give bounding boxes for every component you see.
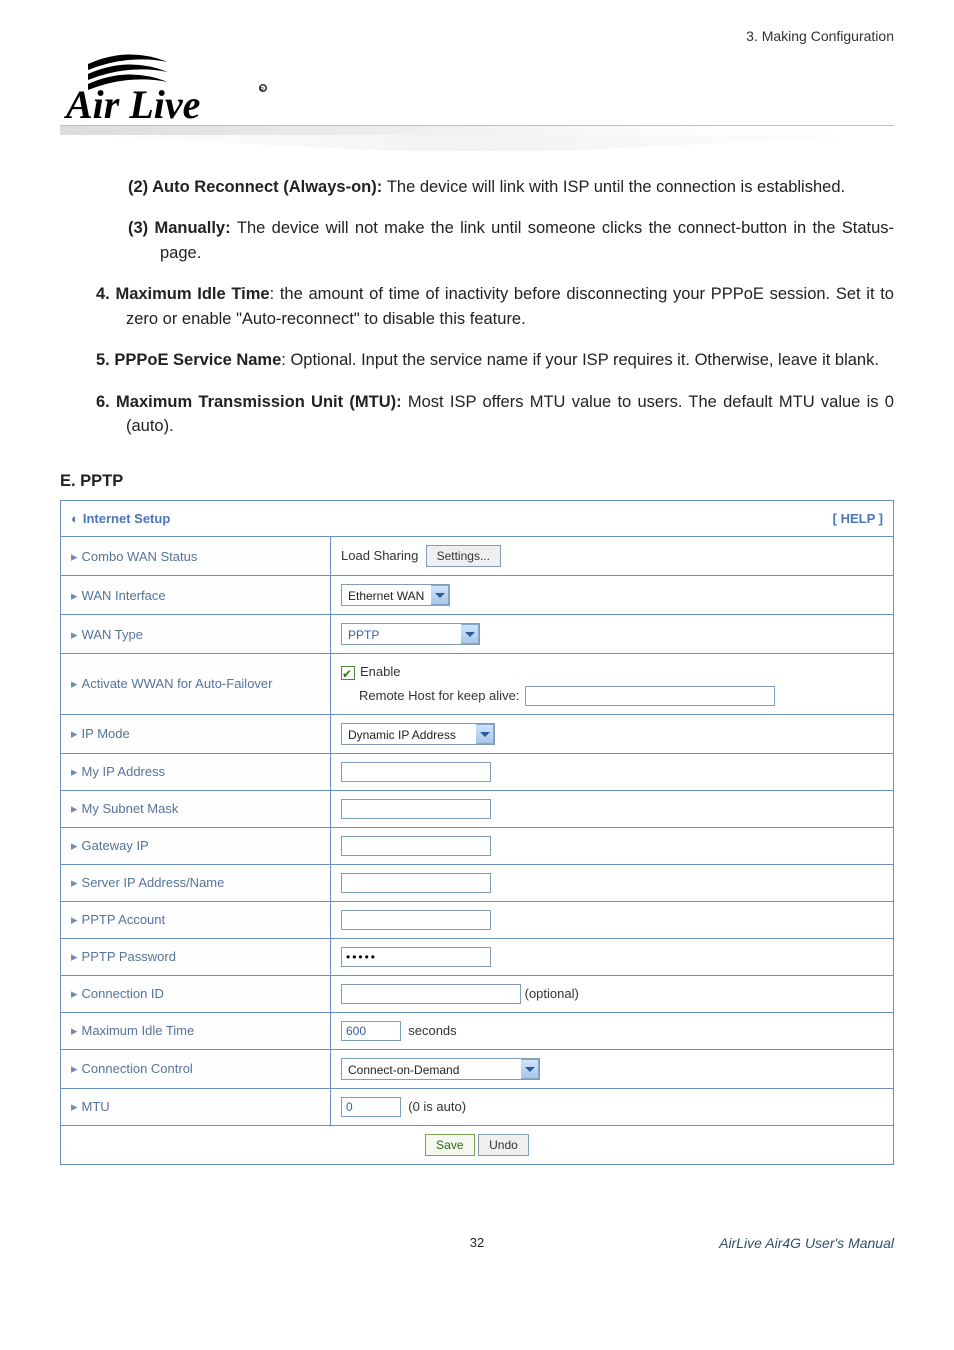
paragraph-manually: (3) Manually: The device will not make t… (128, 216, 894, 266)
paragraph-mtu: 6. Maximum Transmission Unit (MTU): Most… (96, 390, 894, 440)
undo-button[interactable]: Undo (478, 1134, 529, 1156)
settings-button[interactable]: Settings... (426, 545, 501, 567)
internet-setup-table: ◐Internet Setup [ HELP ] ▸Combo WAN Stat… (60, 500, 894, 1165)
arrow-icon: ▸ (71, 838, 78, 853)
row-label-combo-wan: ▸Combo WAN Status (61, 537, 331, 576)
chevron-down-icon (461, 624, 479, 644)
arrow-icon: ▸ (71, 875, 78, 890)
section-heading-pptp: E. PPTP (60, 469, 894, 494)
arrow-icon: ▸ (71, 1099, 78, 1114)
row-label-my-subnet: ▸My Subnet Mask (61, 790, 331, 827)
bullet-icon: ◐ (71, 511, 79, 526)
wan-interface-select[interactable]: Ethernet WAN (341, 584, 450, 606)
my-ip-input[interactable] (341, 762, 491, 782)
wan-type-select[interactable]: PPTP (341, 623, 480, 645)
arrow-icon: ▸ (71, 949, 78, 964)
chevron-down-icon (476, 724, 494, 744)
header-divider (60, 125, 894, 135)
row-label-mtu: ▸MTU (61, 1088, 331, 1125)
arrow-icon: ▸ (71, 627, 78, 642)
paragraph-pppoe-service: 5. PPPoE Service Name: Optional. Input t… (96, 348, 894, 373)
enable-checkbox[interactable] (341, 666, 355, 680)
help-link[interactable]: [ HELP ] (833, 509, 883, 529)
row-label-gateway: ▸Gateway IP (61, 827, 331, 864)
seconds-label: seconds (408, 1023, 456, 1038)
row-label-wan-interface: ▸WAN Interface (61, 576, 331, 615)
row-label-server-ip: ▸Server IP Address/Name (61, 864, 331, 901)
table-header: ◐Internet Setup [ HELP ] (61, 500, 894, 537)
arrow-icon: ▸ (71, 1061, 78, 1076)
row-label-activate-wwan: ▸Activate WWAN for Auto-Failover (61, 654, 331, 715)
connection-control-select[interactable]: Connect-on-Demand (341, 1058, 540, 1080)
remote-host-label: Remote Host for keep alive: (359, 686, 519, 706)
mtu-auto-label: (0 is auto) (408, 1099, 466, 1114)
arrow-icon: ▸ (71, 676, 78, 691)
max-idle-input[interactable] (341, 1021, 401, 1041)
mtu-input[interactable] (341, 1097, 401, 1117)
enable-label: Enable (360, 664, 400, 679)
arrow-icon: ▸ (71, 549, 78, 564)
row-label-pptp-password: ▸PPTP Password (61, 938, 331, 975)
paragraph-max-idle: 4. Maximum Idle Time: the amount of time… (96, 282, 894, 332)
optional-label: (optional) (525, 986, 579, 1001)
chevron-down-icon (521, 1059, 539, 1079)
row-label-connection-id: ▸Connection ID (61, 975, 331, 1012)
row-label-ip-mode: ▸IP Mode (61, 714, 331, 753)
arrow-icon: ▸ (71, 912, 78, 927)
chevron-down-icon (431, 585, 449, 605)
pptp-account-input[interactable] (341, 910, 491, 930)
row-label-pptp-account: ▸PPTP Account (61, 901, 331, 938)
paragraph-auto-reconnect: (2) Auto Reconnect (Always-on): The devi… (128, 175, 894, 200)
row-label-wan-type: ▸WAN Type (61, 615, 331, 654)
row-label-connection-control: ▸Connection Control (61, 1049, 331, 1088)
arrow-icon: ▸ (71, 1023, 78, 1038)
breadcrumb: 3. Making Configuration (746, 28, 894, 44)
arrow-icon: ▸ (71, 764, 78, 779)
svg-text:Air Live: Air Live (63, 82, 200, 127)
server-ip-input[interactable] (341, 873, 491, 893)
remote-host-input[interactable] (525, 686, 775, 706)
logo: Air Live R (58, 52, 894, 127)
save-button[interactable]: Save (425, 1134, 474, 1156)
row-label-my-ip: ▸My IP Address (61, 753, 331, 790)
row-label-max-idle: ▸Maximum Idle Time (61, 1012, 331, 1049)
arrow-icon: ▸ (71, 986, 78, 1001)
svg-text:R: R (260, 87, 264, 93)
pptp-password-input[interactable] (341, 947, 491, 967)
arrow-icon: ▸ (71, 588, 78, 603)
connection-id-input[interactable] (341, 984, 521, 1004)
arrow-icon: ▸ (71, 726, 78, 741)
my-subnet-input[interactable] (341, 799, 491, 819)
manual-title: AirLive Air4G User's Manual (719, 1235, 894, 1251)
gateway-input[interactable] (341, 836, 491, 856)
arrow-icon: ▸ (71, 801, 78, 816)
load-sharing-text: Load Sharing (341, 548, 418, 563)
ip-mode-select[interactable]: Dynamic IP Address (341, 723, 495, 745)
